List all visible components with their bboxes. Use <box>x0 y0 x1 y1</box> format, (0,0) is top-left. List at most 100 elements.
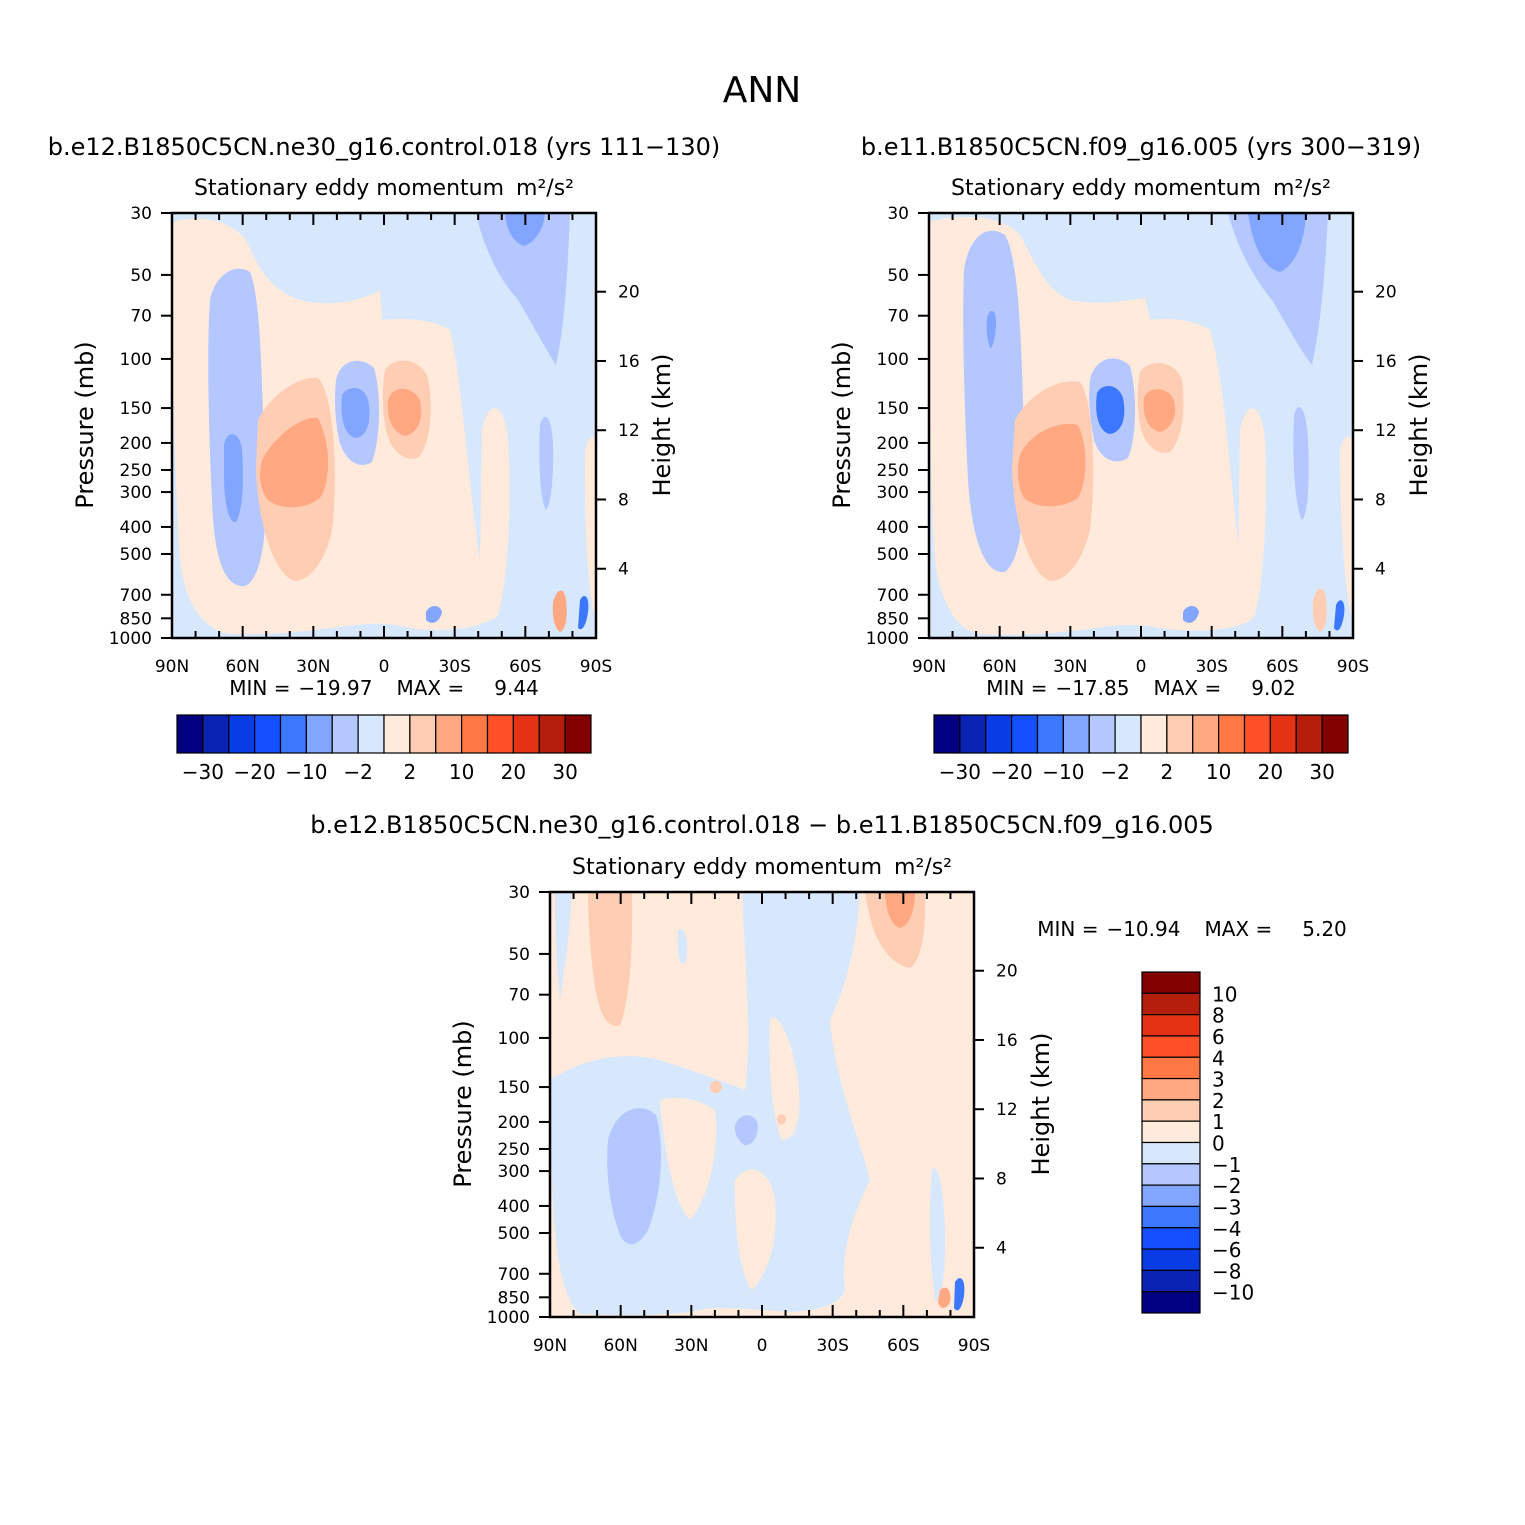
y-tick-label: 300 <box>120 483 152 503</box>
panel-2-positive-dipole-core <box>1143 389 1176 432</box>
y-right-tick-label: 12 <box>996 1100 1018 1120</box>
colorbar-label: 6 <box>1212 1025 1225 1049</box>
panel-3-stats: MIN = −10.94 MAX = 5.20 <box>1037 917 1347 941</box>
x-tick-label: 30N <box>674 1336 708 1356</box>
panel-2: b.e11.B1850C5CN.f09_g16.005 (yrs 300−319… <box>828 133 1433 784</box>
panel-3-positive-core-south <box>885 892 915 928</box>
panel-3-positive-spot-2 <box>777 1114 786 1125</box>
colorbar-swatch <box>1141 1248 1201 1271</box>
colorbar-label: 1 <box>1212 1110 1225 1134</box>
colorbar-label: −10 <box>285 760 327 784</box>
y-right-tick-label: 8 <box>618 490 629 510</box>
panel-1-positive-region-edge <box>584 436 596 620</box>
panel-2-positive-core <box>1017 423 1086 507</box>
panel-3-negative-blob <box>607 1108 662 1245</box>
panel-3-ylabel: Pressure (mb) <box>449 1020 477 1187</box>
colorbar-swatch <box>1141 1205 1201 1229</box>
panel-3: b.e12.B1850C5CN.ne30_g16.control.018 − b… <box>310 811 1347 1356</box>
panel-3-plot-title: Stationary eddy momentum m²/s² <box>572 855 952 880</box>
colorbar-label: 30 <box>1309 760 1334 784</box>
y-tick-label: 150 <box>877 399 909 419</box>
panel-3-positive-plume <box>660 1098 717 1220</box>
colorbar-swatch <box>1141 971 1201 994</box>
panel-2-negative-strip-north <box>963 230 1025 573</box>
y-tick-label: 100 <box>498 1029 530 1049</box>
colorbar-swatch <box>1141 1291 1201 1314</box>
colorbar-swatch <box>1141 1035 1201 1058</box>
colorbar-swatch <box>1321 714 1349 754</box>
colorbar-swatch <box>1140 714 1168 754</box>
panel-3-negative-edge-south <box>929 1168 946 1302</box>
x-tick-label: 30N <box>296 657 330 677</box>
panel-1-colorbar: −30 −20 −10 −2 2 10 20 30 <box>176 714 592 784</box>
panel-3-positive-streak <box>769 1017 800 1140</box>
colorbar-swatch <box>202 714 230 754</box>
panel-1-plot-title: Stationary eddy momentum m²/s² <box>194 176 574 201</box>
panel-1-field <box>172 213 596 638</box>
y-tick-label: 50 <box>508 945 530 965</box>
y-tick-label: 300 <box>498 1162 530 1182</box>
panel-1-negative-core-north <box>224 434 243 523</box>
y-tick-label: 100 <box>120 350 152 370</box>
y-tick-label: 300 <box>877 483 909 503</box>
y-right-tick-label: 4 <box>618 560 629 580</box>
y-tick-label: 150 <box>120 399 152 419</box>
y-tick-label: 200 <box>120 434 152 454</box>
y-right-tick-label: 16 <box>996 1031 1018 1051</box>
panel-2-positive-region-edge <box>1340 436 1353 620</box>
panel-1-case-title: b.e12.B1850C5CN.ne30_g16.control.018 (yr… <box>48 133 721 161</box>
x-tick-label: 60N <box>225 657 259 677</box>
y-right-tick-label: 4 <box>996 1239 1007 1259</box>
panel-3-positive-plume-2 <box>734 1169 776 1290</box>
y-tick-label: 150 <box>498 1078 530 1098</box>
panel-3-surface-feature <box>938 1287 951 1308</box>
panel-3-positive-spot-1 <box>710 1080 722 1094</box>
y-right-tick-label: 16 <box>1375 352 1397 372</box>
y-tick-label: 1000 <box>866 629 909 649</box>
y-tick-label: 1000 <box>487 1308 530 1328</box>
panel-2-negative-spot <box>1183 606 1199 623</box>
colorbar-label: 10 <box>1212 982 1237 1006</box>
colorbar-swatch <box>1141 1014 1201 1037</box>
colorbar-swatch <box>1141 1141 1201 1165</box>
colorbar-label: 30 <box>552 760 577 784</box>
y-tick-label: 500 <box>120 545 152 565</box>
colorbar-label: 3 <box>1212 1068 1225 1092</box>
y-tick-label: 30 <box>887 204 909 224</box>
x-tick-label: 30S <box>816 1336 848 1356</box>
colorbar-label: −2 <box>343 760 372 784</box>
panel-2-negative-region-south <box>1228 213 1328 365</box>
x-tick-label: 90S <box>580 657 612 677</box>
panel-2-positive-region-east <box>1238 408 1266 619</box>
colorbar-label: −30 <box>939 760 981 784</box>
panel-2-negative-strip-south <box>1293 407 1309 520</box>
panel-2-negative-core-south <box>1248 213 1306 272</box>
x-tick-label: 0 <box>1136 657 1147 677</box>
x-tick-label: 90N <box>912 657 946 677</box>
y-tick-label: 850 <box>120 609 152 629</box>
y-tick-label: 850 <box>877 609 909 629</box>
panel-1-surface-feature <box>552 590 567 632</box>
colorbar-label: −20 <box>234 760 276 784</box>
panel-1-negative-core-south <box>505 213 545 246</box>
panel-1-negative-strip-south <box>539 416 554 510</box>
colorbar-label: −30 <box>182 760 224 784</box>
panel-2-surface-feature-2 <box>1334 600 1345 631</box>
colorbar-swatch <box>1141 1077 1201 1101</box>
y-tick-label: 500 <box>877 545 909 565</box>
panel-2-negative-core-north <box>986 310 996 348</box>
y-tick-label: 70 <box>508 986 530 1006</box>
panel-2-plot-title: Stationary eddy momentum m²/s² <box>951 176 1331 201</box>
x-tick-label: 60N <box>603 1336 637 1356</box>
y-tick-label: 1000 <box>109 629 152 649</box>
y-tick-label: 100 <box>877 350 909 370</box>
x-tick-label: 60S <box>1266 657 1298 677</box>
colorbar-swatch <box>331 714 359 754</box>
panel-1: b.e12.B1850C5CN.ne30_g16.control.018 (yr… <box>48 133 721 784</box>
y-tick-label: 250 <box>877 461 909 481</box>
colorbar-label: −4 <box>1212 1217 1241 1241</box>
colorbar-swatch <box>383 714 411 754</box>
colorbar-label: −8 <box>1212 1259 1241 1283</box>
colorbar-swatch <box>254 714 282 754</box>
colorbar-label: 20 <box>1258 760 1283 784</box>
